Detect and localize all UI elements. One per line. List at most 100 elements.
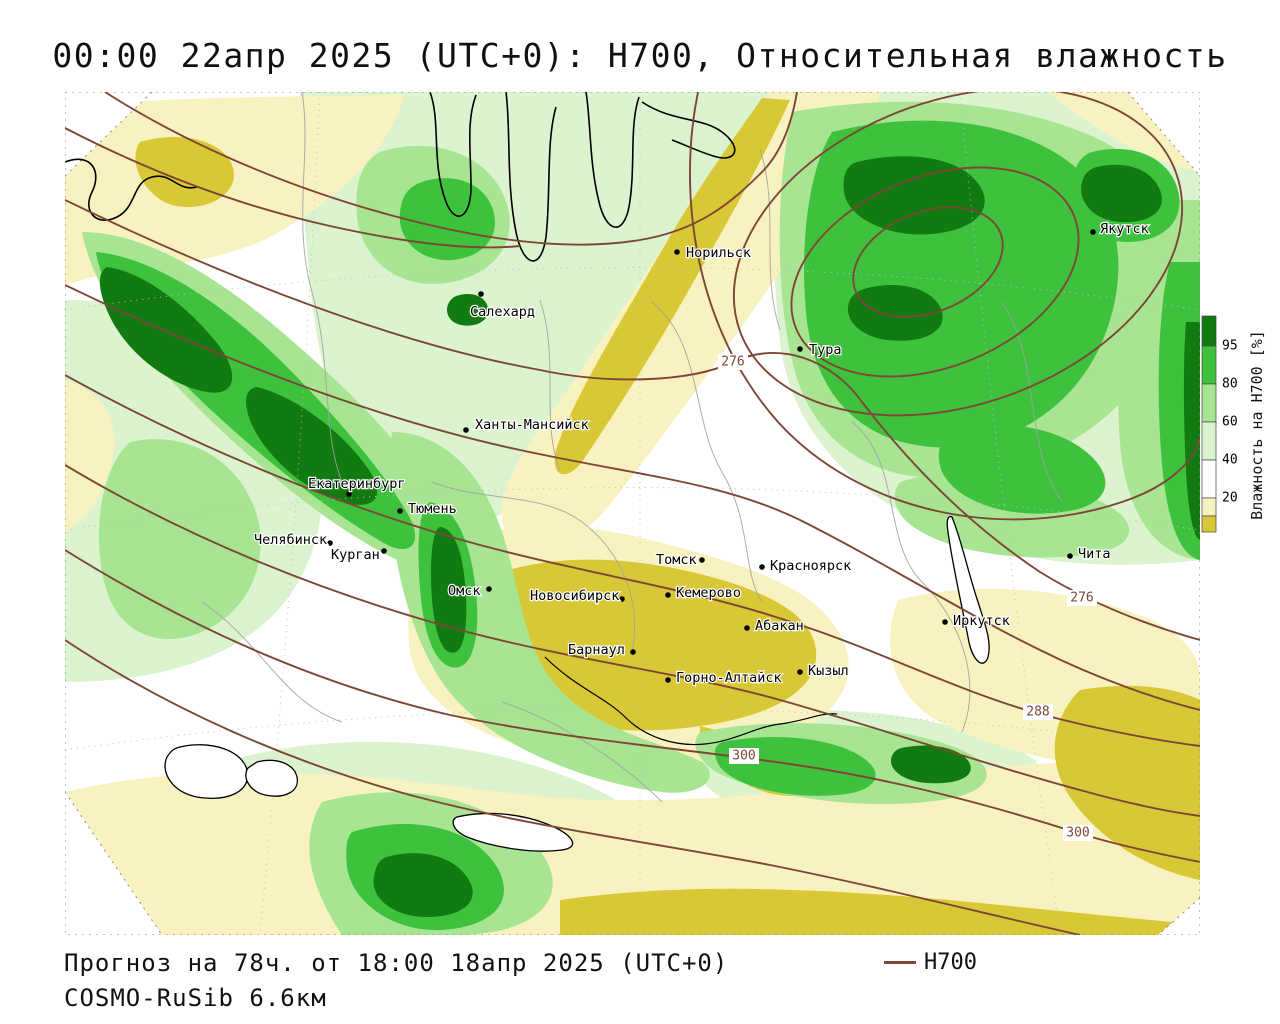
admin-border xyxy=(431,481,636,653)
domain-corner xyxy=(1128,92,1200,176)
admin-border xyxy=(501,701,663,803)
city-label: Новосибирск xyxy=(530,588,619,604)
admin-border xyxy=(201,601,343,723)
humidity-fill-region xyxy=(1183,322,1200,540)
city-marker xyxy=(665,677,671,683)
contour-line xyxy=(65,464,1200,817)
city-marker xyxy=(397,508,403,514)
contour-label-bg xyxy=(1067,590,1097,606)
city-label: Тюмень xyxy=(408,501,457,517)
domain-edge xyxy=(1127,92,1200,177)
humidity-field-layer xyxy=(65,92,1200,935)
country-border xyxy=(544,656,838,746)
footer: Прогноз на 78ч. от 18:00 18апр 2025 (UTC… xyxy=(64,946,728,1016)
contour-labels-layer: 276 276 288 300 300 xyxy=(718,354,1097,841)
city-label: Салехард xyxy=(470,304,535,320)
humidity-fill-region xyxy=(246,387,378,505)
colorbar-segment xyxy=(1201,315,1217,347)
domain-corners xyxy=(65,92,1200,935)
city-label: Кемерово xyxy=(676,585,741,601)
contour-label: 276 xyxy=(1070,591,1093,606)
lake xyxy=(452,812,574,852)
contour-label: 288 xyxy=(1026,705,1049,720)
humidity-fill-region xyxy=(99,267,233,393)
colorbar-segment xyxy=(1201,497,1217,517)
city-label: Норильск xyxy=(686,245,751,261)
admin-border xyxy=(1001,301,1063,503)
admin-border xyxy=(759,149,781,331)
colorbar-tick: 40 xyxy=(1222,453,1238,468)
graticule-line xyxy=(65,267,1200,311)
contour-label: 300 xyxy=(1066,826,1089,841)
coastline xyxy=(641,101,736,159)
lake xyxy=(245,759,298,797)
graticule-layer xyxy=(65,92,1200,935)
city-label: Томск xyxy=(656,552,697,568)
contour-label-bg xyxy=(729,748,759,764)
coastline-layer xyxy=(65,92,990,852)
graticule-line xyxy=(959,92,1061,935)
humidity-fill-region xyxy=(65,380,115,532)
city-label: Омск xyxy=(448,583,481,599)
city-marker xyxy=(665,592,671,598)
city-label: Красноярск xyxy=(770,558,851,574)
city-marker xyxy=(942,619,948,625)
admin-border xyxy=(651,301,763,603)
city-label: Курган xyxy=(331,547,380,563)
coastline xyxy=(65,158,198,221)
humidity-fill-region xyxy=(135,136,234,207)
contour-line xyxy=(65,199,1200,641)
colorbar-tick: 80 xyxy=(1222,377,1238,392)
colorbar-tick: 20 xyxy=(1222,491,1238,506)
city-marker xyxy=(478,291,484,297)
colorbar-segment xyxy=(1201,421,1217,461)
domain-corner xyxy=(1158,898,1200,935)
city-marker xyxy=(674,249,680,255)
colorbar: 95 80 60 40 20 Влажность на H700 [%] xyxy=(1201,315,1266,533)
admin-border xyxy=(539,299,561,471)
contour-label: 300 xyxy=(732,749,755,764)
contour-line xyxy=(732,92,1184,417)
humidity-fill-region xyxy=(98,439,261,640)
colorbar-segment xyxy=(1201,383,1217,423)
contour-line xyxy=(65,127,521,249)
city-marker xyxy=(619,596,625,602)
city-label: Иркутск xyxy=(953,613,1010,629)
city-marker xyxy=(797,346,803,352)
contour-label-bg xyxy=(718,354,748,370)
humidity-fill-region xyxy=(554,98,790,475)
contour-line xyxy=(689,92,1200,521)
contour-line xyxy=(65,639,1081,935)
city-label: Чита xyxy=(1078,546,1111,562)
humidity-fill-region xyxy=(843,156,985,235)
graticule-line xyxy=(65,487,1200,531)
domain-corner xyxy=(65,92,152,176)
contour-label-bg xyxy=(1023,704,1053,720)
admin-borders-layer xyxy=(201,92,1063,803)
city-marker xyxy=(381,548,387,554)
cities-layer: Норильск Салехард Тура Якутск Ханты-Мансийск… xyxy=(253,220,1150,687)
forecast-info: Прогноз на 78ч. от 18:00 18апр 2025 (UTC… xyxy=(64,949,729,977)
graticule-line xyxy=(65,708,1200,751)
humidity-fill-region xyxy=(389,432,710,793)
contour-line xyxy=(852,206,1004,318)
contour-line xyxy=(790,166,1080,378)
city-marker xyxy=(759,564,765,570)
lake xyxy=(164,744,249,799)
admin-border xyxy=(851,421,971,733)
colorbar-segment xyxy=(1201,345,1217,385)
city-label: Челябинск xyxy=(254,532,327,548)
city-marker xyxy=(327,540,333,546)
humidity-fill-region xyxy=(446,294,489,326)
colorbar-tick: 95 xyxy=(1222,339,1238,354)
admin-border xyxy=(301,92,343,483)
humidity-fill-region xyxy=(847,284,943,341)
humidity-fill-region xyxy=(938,425,1106,514)
humidity-fill-region xyxy=(1081,164,1162,223)
city-marker xyxy=(1067,553,1073,559)
city-label: Горно-Алтайск xyxy=(676,670,782,686)
humidity-fill-region xyxy=(890,745,971,784)
h700-legend-label: H700 xyxy=(924,950,977,975)
domain-edge xyxy=(65,791,163,935)
city-label: Барнаул xyxy=(568,642,625,658)
